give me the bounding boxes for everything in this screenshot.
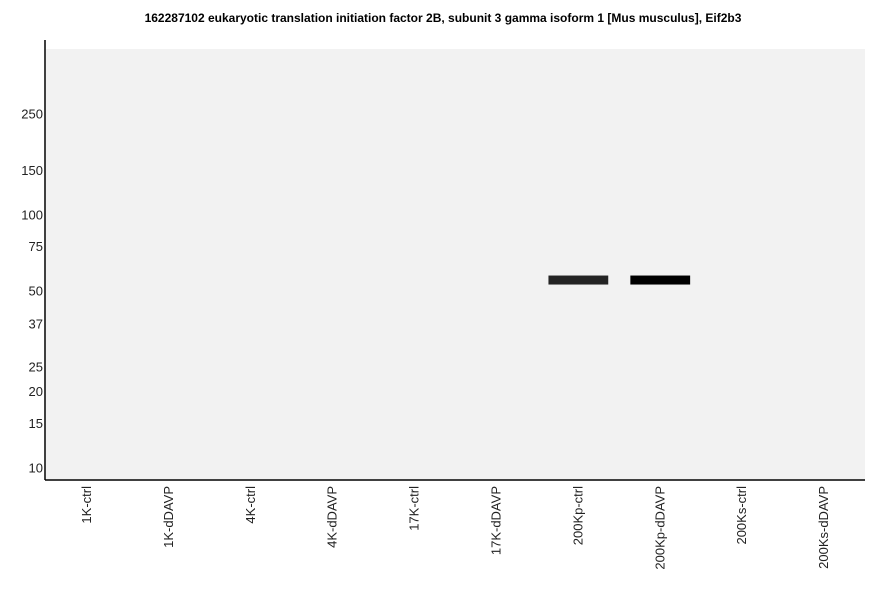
band-200Kp-ctrl [548, 275, 609, 285]
lane-labels: 1K-ctrl 1K-dDAVP 4K-ctrl 4K-dDAVP 17K-ctrl 17… [79, 486, 831, 570]
y-tick-label-37: 37 [29, 317, 43, 332]
lane-label-200Ks-ctrl: 200Ks-ctrl [734, 486, 749, 545]
y-tick-label-75: 75 [29, 239, 43, 254]
lane-label-1K-ctrl: 1K-ctrl [79, 486, 94, 524]
chart-title: 162287102 eukaryotic translation initiat… [144, 11, 742, 25]
y-tick-label-20: 20 [29, 384, 43, 399]
y-tick-label-100: 100 [21, 207, 43, 222]
y-tick-label-50: 50 [29, 284, 43, 299]
y-tick-label-250: 250 [21, 107, 43, 122]
lane-label-4K-ctrl: 4K-ctrl [243, 486, 258, 524]
lane-label-17K-ctrl: 17K-ctrl [407, 486, 422, 531]
y-tick-label-10: 10 [29, 460, 43, 475]
y-axis-ticks: 250 150 100 75 50 37 25 20 15 10 [21, 107, 43, 476]
lane-label-200Kp-dDAVP: 200Kp-dDAVP [652, 486, 667, 570]
y-tick-label-150: 150 [21, 163, 43, 178]
lane-label-200Ks-dDAVP: 200Ks-dDAVP [816, 486, 831, 569]
bands [548, 275, 691, 285]
y-tick-label-25: 25 [29, 360, 43, 375]
band-200Kp-dDAVP [630, 275, 691, 285]
plot-area [46, 49, 865, 479]
lane-label-1K-dDAVP: 1K-dDAVP [161, 486, 176, 548]
lane-label-4K-dDAVP: 4K-dDAVP [325, 486, 340, 548]
lane-label-17K-dDAVP: 17K-dDAVP [488, 486, 503, 555]
y-tick-label-15: 15 [29, 416, 43, 431]
lane-label-200Kp-ctrl: 200Kp-ctrl [570, 486, 585, 545]
